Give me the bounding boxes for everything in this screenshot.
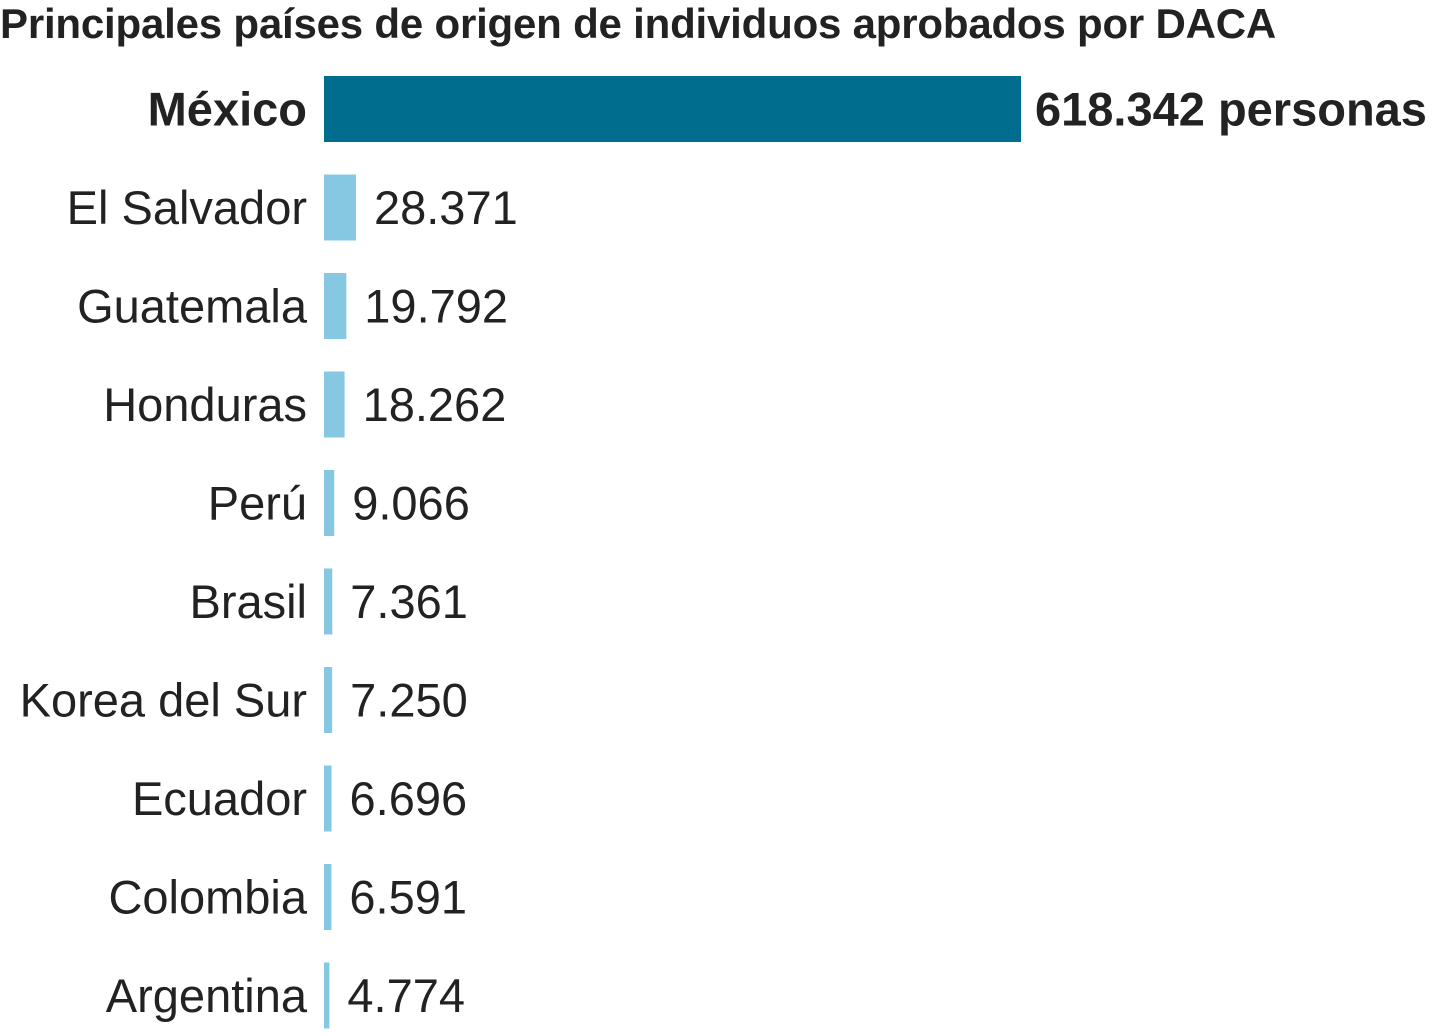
category-label-guatemala: Guatemala [77,280,308,333]
category-label-peru: Perú [208,477,307,530]
category-label-argentina: Argentina [106,969,308,1022]
value-label-el-salvador: 28.371 [374,181,518,234]
value-label-brasil: 7.361 [350,575,468,628]
chart-title: Principales países de origen de individu… [0,0,1277,47]
bar-colombia [324,864,332,930]
category-label-ecuador: Ecuador [132,772,307,825]
value-label-guatemala: 19.792 [364,280,508,333]
category-label-brasil: Brasil [189,575,307,628]
bar-peru [324,470,335,536]
category-label-el-salvador: El Salvador [67,181,307,234]
bar-honduras [324,371,345,438]
bar-argentina [324,962,330,1029]
bar-guatemala [324,273,347,339]
value-label-ecuador: 6.696 [350,772,468,825]
value-label-mexico: 618.342 personas [1035,83,1427,136]
bar-korea-del-sur [324,667,333,733]
bar-brasil [324,568,333,635]
category-label-colombia: Colombia [108,871,307,924]
value-label-colombia: 6.591 [349,871,467,924]
category-label-mexico: México [148,83,307,136]
value-label-argentina: 4.774 [347,969,465,1022]
value-label-korea-del-sur: 7.250 [350,674,468,727]
bar-mexico [324,76,1021,142]
value-label-peru: 9.066 [352,477,470,530]
category-label-korea-del-sur: Korea del Sur [20,674,307,727]
bar-ecuador [324,765,332,832]
category-label-honduras: Honduras [103,378,307,431]
bar-el-salvador [324,174,356,241]
value-label-honduras: 18.262 [363,378,507,431]
